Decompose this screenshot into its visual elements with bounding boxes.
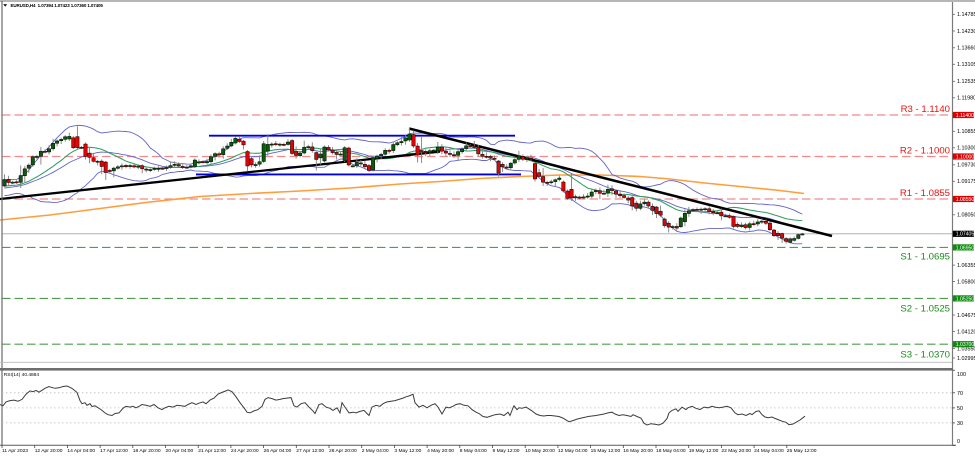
svg-text:30: 30 [957, 421, 963, 427]
svg-text:12 May 04:00: 12 May 04:00 [558, 448, 588, 454]
svg-text:1.11400: 1.11400 [956, 113, 974, 119]
svg-text:19 May 12:00: 19 May 12:00 [689, 448, 719, 454]
svg-text:25 May 12:00: 25 May 12:00 [787, 448, 817, 454]
svg-text:1.14230: 1.14230 [957, 29, 975, 35]
svg-text:1.10000: 1.10000 [956, 154, 975, 160]
svg-text:0: 0 [957, 439, 960, 445]
svg-text:18 May 04:00: 18 May 04:00 [656, 448, 686, 454]
svg-text:18 Apr 20:00: 18 Apr 20:00 [133, 448, 161, 454]
svg-text:14 Apr 04:00: 14 Apr 04:00 [67, 448, 95, 454]
svg-text:1.14785: 1.14785 [957, 12, 975, 18]
svg-text:24 May 04:00: 24 May 04:00 [754, 448, 784, 454]
svg-text:11 Apr 2023: 11 Apr 2023 [2, 448, 28, 454]
svg-text:R1 - 1.0855: R1 - 1.0855 [900, 188, 950, 199]
svg-text:1.06355: 1.06355 [957, 263, 975, 269]
svg-text:1.04120: 1.04120 [957, 329, 975, 335]
svg-text:2 May 04:00: 2 May 04:00 [362, 448, 389, 454]
svg-text:24 Apr 20:00: 24 Apr 20:00 [231, 448, 259, 454]
svg-text:1.09730: 1.09730 [957, 163, 975, 169]
svg-text:1.09175: 1.09175 [957, 179, 975, 185]
svg-text:1.02995: 1.02995 [957, 356, 975, 362]
svg-text:10 May 20:00: 10 May 20:00 [525, 448, 555, 454]
svg-text:1.03550: 1.03550 [957, 347, 975, 353]
svg-text:8 May 04:00: 8 May 04:00 [460, 448, 487, 454]
svg-text:70: 70 [957, 391, 963, 397]
svg-text:16 May 20:00: 16 May 20:00 [623, 448, 653, 454]
svg-text:3 May 12:00: 3 May 12:00 [394, 448, 421, 454]
svg-text:26 Apr 04:00: 26 Apr 04:00 [264, 448, 292, 454]
svg-text:RSI(14) 40.4884: RSI(14) 40.4884 [4, 372, 40, 378]
svg-text:1.10300: 1.10300 [957, 146, 975, 152]
svg-text:28 Apr 20:00: 28 Apr 20:00 [329, 448, 357, 454]
svg-text:1.13105: 1.13105 [957, 62, 975, 68]
svg-text:1.03700: 1.03700 [956, 342, 975, 348]
svg-text:1.05800: 1.05800 [957, 279, 975, 285]
svg-text:20 Apr 04:00: 20 Apr 04:00 [166, 448, 194, 454]
svg-text:12 Apr 20:00: 12 Apr 20:00 [35, 448, 63, 454]
svg-text:R3 - 1.1140: R3 - 1.1140 [901, 104, 950, 115]
svg-text:1.08050: 1.08050 [957, 213, 975, 219]
svg-text:1.04675: 1.04675 [957, 313, 975, 319]
svg-text:27 Apr 12:00: 27 Apr 12:00 [296, 448, 324, 454]
svg-text:S1 - 1.0695: S1 - 1.0695 [900, 252, 950, 263]
svg-text:R2 - 1.1000: R2 - 1.1000 [900, 146, 950, 157]
svg-text:1.13660: 1.13660 [957, 46, 975, 52]
svg-text:1.12535: 1.12535 [957, 79, 975, 85]
svg-text:1.11980: 1.11980 [957, 96, 975, 102]
svg-text:17 Apr 12:00: 17 Apr 12:00 [100, 448, 128, 454]
svg-text:1.07405: 1.07405 [956, 232, 975, 238]
svg-text:1.08550: 1.08550 [956, 197, 975, 203]
svg-text:15 May 12:00: 15 May 12:00 [591, 448, 621, 454]
svg-text:1.10855: 1.10855 [957, 129, 975, 135]
svg-text:50: 50 [957, 406, 963, 412]
svg-text:4 May 20:00: 4 May 20:00 [427, 448, 454, 454]
svg-text:1.05250: 1.05250 [956, 296, 975, 302]
svg-text:100: 100 [957, 372, 966, 378]
svg-text:S3 - 1.0370: S3 - 1.0370 [900, 349, 950, 360]
svg-text:21 Apr 12:00: 21 Apr 12:00 [198, 448, 226, 454]
svg-text:EURUSD,H4 1.07394 1.07423 1.0: EURUSD,H4 1.07394 1.07423 1.07360 1.0740… [11, 3, 104, 8]
svg-text:22 May 20:00: 22 May 20:00 [721, 448, 751, 454]
svg-text:1.06950: 1.06950 [956, 245, 975, 251]
svg-text:9 May 12:00: 9 May 12:00 [493, 448, 520, 454]
svg-text:S2 - 1.0525: S2 - 1.0525 [900, 304, 950, 315]
